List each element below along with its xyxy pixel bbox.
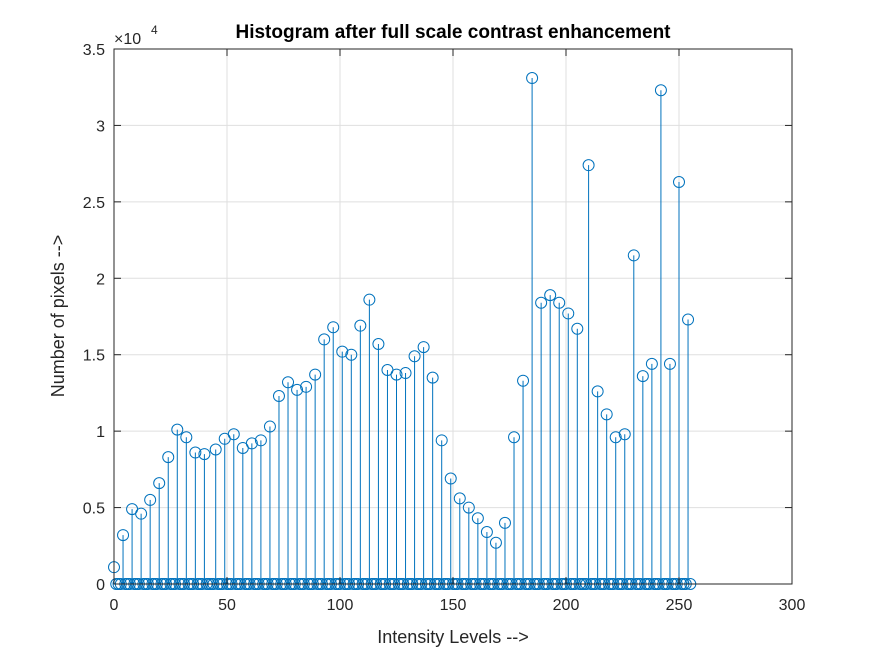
stem-marker <box>327 321 340 334</box>
stem-marker <box>153 477 166 490</box>
stem-marker <box>417 341 430 354</box>
y-tick-label: 2 <box>96 271 105 288</box>
stem-marker <box>227 428 240 441</box>
stem-marker <box>390 368 403 381</box>
stem-marker <box>489 536 502 549</box>
x-tick-label: 50 <box>218 597 236 614</box>
stem-marker <box>135 507 148 520</box>
stem-marker <box>372 338 385 351</box>
stem-marker <box>645 357 658 370</box>
stem-marker <box>444 472 457 485</box>
stem-marker <box>162 451 175 464</box>
stem-marker <box>544 289 557 302</box>
stem-marker <box>535 296 548 309</box>
stem-marker <box>426 371 439 384</box>
stem-marker <box>471 512 484 525</box>
stem-marker <box>508 431 521 444</box>
stem-marker <box>291 383 304 396</box>
stem-marker <box>336 345 349 358</box>
stem-marker <box>553 296 566 309</box>
stem-marker <box>300 380 313 393</box>
y-axis-label: Number of pixels --> <box>48 235 68 398</box>
stem-marker <box>498 516 511 529</box>
stem-marker <box>209 443 222 456</box>
axis-ticks: 0 50 100 150 200 250 300 0 0.5 1 1.5 2 2.5 3 3.5 <box>83 42 806 614</box>
stem-marker <box>144 493 157 506</box>
stem-marker <box>526 72 539 85</box>
stem-marker <box>354 319 367 332</box>
y-tick-label: 0 <box>96 577 105 594</box>
stem-marker <box>198 448 211 461</box>
stem-marker <box>408 350 421 363</box>
y-tick-label: 1.5 <box>83 348 105 365</box>
x-tick-label: 0 <box>110 597 119 614</box>
stem-marker <box>171 423 184 436</box>
stem-marker <box>282 376 295 389</box>
y-tick-label: 3.5 <box>83 42 105 59</box>
stem-marker <box>627 249 640 262</box>
x-axis-label: Intensity Levels --> <box>377 627 529 647</box>
x-tick-label: 150 <box>440 597 467 614</box>
stem-marker <box>480 526 493 539</box>
stem-marker <box>636 370 649 383</box>
stem-marker <box>582 159 595 172</box>
stem-marker <box>263 420 276 433</box>
stem-marker <box>600 408 613 421</box>
y-tick-label: 3 <box>96 118 105 135</box>
stem-marker <box>245 437 258 450</box>
x-tick-label: 100 <box>327 597 354 614</box>
stem-marker <box>609 431 622 444</box>
stem-marker <box>654 84 667 97</box>
y-multiplier-exponent: 4 <box>151 23 158 37</box>
stem-marker <box>363 293 376 306</box>
stem-marker <box>399 367 412 380</box>
stem-marker <box>663 357 676 370</box>
stem-marker <box>318 333 331 346</box>
stem-marker <box>254 434 267 447</box>
stem-marker <box>435 434 448 447</box>
stem-marker <box>591 385 604 398</box>
stem-marker <box>673 175 685 188</box>
stem-marker <box>562 307 575 320</box>
stem-marker <box>117 529 130 542</box>
stem-marker <box>618 428 631 441</box>
stem-marker <box>462 501 475 514</box>
y-tick-label: 0.5 <box>83 501 105 518</box>
stem-marker <box>272 389 285 402</box>
y-multiplier-base: ×10 <box>114 31 141 48</box>
stem-marker <box>682 313 695 326</box>
x-tick-label: 200 <box>553 597 580 614</box>
stem-marker <box>517 374 530 387</box>
stem-marker <box>345 348 358 361</box>
x-tick-label: 300 <box>779 597 806 614</box>
y-tick-label: 1 <box>96 424 105 441</box>
stem-marker <box>309 368 322 381</box>
stem-marker <box>453 492 466 505</box>
stem-marker <box>189 446 202 459</box>
stem-marker <box>571 322 584 335</box>
x-tick-label: 250 <box>666 597 693 614</box>
y-tick-label: 2.5 <box>83 195 105 212</box>
chart-title: Histogram after full scale contrast enha… <box>235 22 671 43</box>
stem-marker <box>180 431 193 444</box>
